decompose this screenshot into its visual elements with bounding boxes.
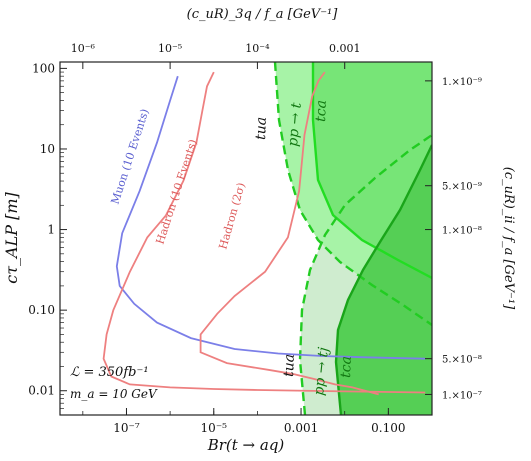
right-tick-label: 1.×10⁻⁷ xyxy=(442,390,482,401)
label-tua-bottom: tua xyxy=(281,354,298,378)
y-tick-label: 0.10 xyxy=(28,303,55,317)
x-tick-label: 0.100 xyxy=(371,421,405,435)
y-tick-label: 1 xyxy=(47,223,55,237)
label-tca-top: tca xyxy=(313,100,330,122)
tca-bottom-boundary xyxy=(334,144,432,415)
axes: 10⁻⁷ 10⁻⁵ 0.001 0.100 100 10 1 0.10 0.01 10⁻⁶ 10⁻⁵… xyxy=(28,42,482,435)
region-tca-bottom-fill xyxy=(336,145,432,415)
tca-top-boundary xyxy=(311,62,432,280)
x-tick-label: 0.001 xyxy=(284,421,318,435)
right-tick-label: 5.×10⁻⁸ xyxy=(442,355,482,366)
x-tick-label: 10⁻⁷ xyxy=(113,421,140,435)
curve-hadron-2 xyxy=(199,71,379,396)
curve-label-hadron-2sigma: Hadron (2σ) xyxy=(216,181,247,251)
y-tick-label: 0.01 xyxy=(28,384,55,398)
pp-tj-boundary xyxy=(298,134,432,415)
y-tick-label: 10 xyxy=(40,142,55,156)
y-axis-label: cτ_ALP [m] xyxy=(2,191,21,283)
label-pp-tj: pp → tj xyxy=(311,346,332,397)
y-tick-label: 100 xyxy=(32,61,55,75)
lumi-annotation: ℒ = 350fb⁻¹ xyxy=(70,365,149,380)
top-axis-label: (c_uR)_3q / f_a [GeV⁻¹] xyxy=(187,7,339,22)
label-tca-bottom: tca xyxy=(338,356,355,378)
right-axis-label: (c_uR)_ii / f_a [GeV⁻¹] xyxy=(501,167,516,310)
label-pp-t: pp → t xyxy=(285,102,305,148)
curve-label-hadron-10: Hadron (10 Events) xyxy=(153,138,199,246)
right-tick-label: 1.×10⁻⁹ xyxy=(442,77,482,88)
x-tick-label: 10⁻⁵ xyxy=(201,421,228,435)
top-tick-label: 10⁻⁵ xyxy=(158,42,182,55)
right-tick-label: 1.×10⁻⁸ xyxy=(442,226,482,237)
top-tick-label: 0.001 xyxy=(329,42,361,55)
label-tua-top: tua xyxy=(253,117,270,141)
plot-frame xyxy=(59,61,433,416)
curve-label-muon: Muon (10 Events) xyxy=(108,107,151,206)
top-tick-label: 10⁻⁶ xyxy=(71,42,96,55)
region-boundaries xyxy=(273,62,432,415)
curve-muon-10-events xyxy=(115,75,426,360)
curve-hadron-10-events xyxy=(102,71,426,394)
right-tick-label: 5.×10⁻⁹ xyxy=(442,182,482,193)
curves xyxy=(102,71,426,396)
pp-t-boundary xyxy=(273,62,432,326)
top-tick-label: 10⁻⁴ xyxy=(245,42,270,55)
x-axis-label: Br(t → aq) xyxy=(207,436,285,454)
mass-annotation: m_a = 10 GeV xyxy=(70,387,158,401)
